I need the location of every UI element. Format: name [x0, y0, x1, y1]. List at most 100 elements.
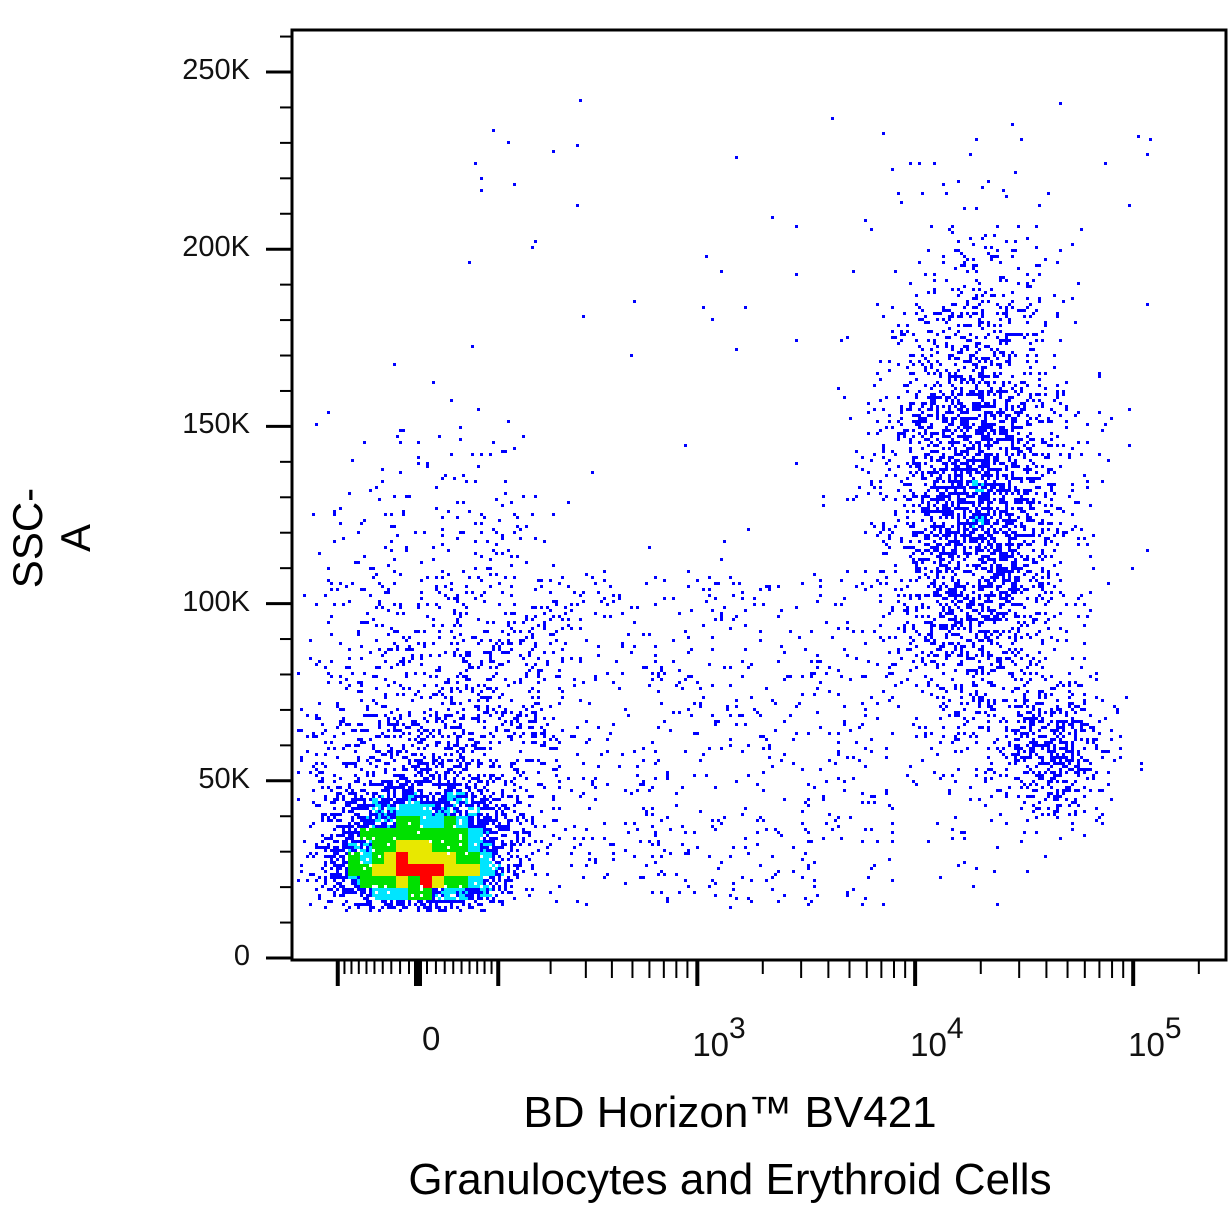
data-point	[492, 852, 495, 855]
data-point	[489, 849, 492, 852]
data-point	[369, 840, 372, 843]
data-point	[408, 876, 411, 879]
data-point	[456, 834, 459, 837]
data-point	[471, 858, 474, 861]
data-point	[426, 795, 429, 798]
data-point	[363, 801, 366, 804]
data-point	[393, 804, 396, 807]
data-point	[375, 882, 378, 885]
data-point	[423, 855, 426, 858]
data-point	[402, 828, 405, 831]
data-point	[351, 876, 354, 879]
data-point	[477, 825, 480, 828]
data-point	[450, 861, 453, 864]
data-point	[369, 798, 372, 801]
data-point	[426, 888, 429, 891]
data-point	[372, 882, 375, 885]
data-point	[513, 810, 516, 813]
data-point	[330, 834, 333, 837]
data-point	[486, 828, 489, 831]
data-points	[297, 99, 1152, 912]
data-point	[447, 897, 450, 900]
data-point	[522, 831, 525, 834]
data-point	[432, 816, 435, 819]
data-point	[426, 885, 429, 888]
data-point	[417, 795, 420, 798]
data-point	[402, 807, 405, 810]
data-point	[417, 906, 420, 909]
data-point	[351, 864, 354, 867]
data-point	[495, 867, 498, 870]
data-point	[480, 897, 483, 900]
data-point	[462, 873, 465, 876]
data-point	[390, 813, 393, 816]
data-point	[426, 831, 429, 834]
data-point	[426, 849, 429, 852]
data-point	[402, 804, 405, 807]
data-point	[474, 891, 477, 894]
data-point	[435, 888, 438, 891]
data-point	[315, 846, 318, 849]
data-point	[399, 885, 402, 888]
data-point	[447, 792, 450, 795]
data-point	[390, 852, 393, 855]
data-point	[462, 894, 465, 897]
data-point	[522, 840, 525, 843]
data-point	[429, 909, 432, 912]
data-point	[342, 894, 345, 897]
data-point	[501, 813, 504, 816]
data-point	[336, 864, 339, 867]
data-point	[444, 783, 447, 786]
data-point	[456, 741, 459, 744]
data-point	[432, 804, 435, 807]
data-point	[348, 786, 351, 789]
data-point	[435, 837, 438, 840]
data-point	[399, 825, 402, 828]
data-point	[435, 840, 438, 843]
data-point	[336, 870, 339, 873]
data-point	[357, 798, 360, 801]
data-point	[378, 867, 381, 870]
data-point	[507, 807, 510, 810]
data-point	[360, 891, 363, 894]
data-point	[384, 786, 387, 789]
data-point	[414, 873, 417, 876]
data-point	[453, 846, 456, 849]
data-point	[426, 873, 429, 876]
data-point	[363, 819, 366, 822]
data-point	[489, 837, 492, 840]
data-point	[453, 807, 456, 810]
data-point	[483, 774, 486, 777]
data-point	[423, 849, 426, 852]
data-point	[351, 762, 354, 765]
data-point	[492, 849, 495, 852]
data-point	[453, 831, 456, 834]
data-point	[366, 885, 369, 888]
data-point	[411, 816, 414, 819]
data-point	[411, 783, 414, 786]
data-point	[372, 864, 375, 867]
data-point	[405, 810, 408, 813]
data-point	[369, 834, 372, 837]
data-point	[447, 885, 450, 888]
data-point	[438, 849, 441, 852]
data-point	[441, 891, 444, 894]
data-point	[477, 879, 480, 882]
data-point	[360, 825, 363, 828]
data-point	[462, 849, 465, 852]
data-point	[492, 822, 495, 825]
data-point	[318, 846, 321, 849]
data-point	[444, 870, 447, 873]
data-point	[483, 843, 486, 846]
data-point	[381, 789, 384, 792]
data-point	[375, 864, 378, 867]
data-point	[396, 774, 399, 777]
data-point	[471, 825, 474, 828]
data-point	[417, 867, 420, 870]
data-point	[375, 825, 378, 828]
data-point	[348, 792, 351, 795]
data-point	[417, 885, 420, 888]
data-point	[333, 849, 336, 852]
data-point	[387, 879, 390, 882]
data-point	[399, 837, 402, 840]
